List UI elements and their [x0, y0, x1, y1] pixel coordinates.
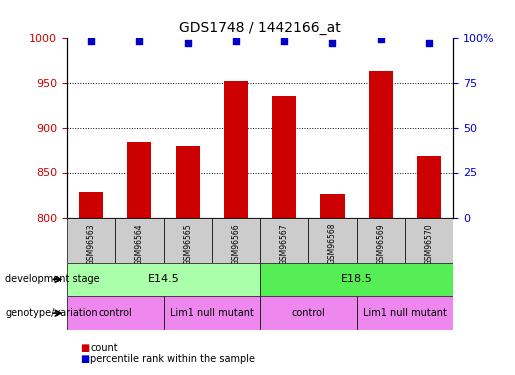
Point	[425, 40, 433, 46]
Text: GSM96564: GSM96564	[135, 223, 144, 264]
FancyBboxPatch shape	[67, 262, 260, 296]
Text: Lim1 null mutant: Lim1 null mutant	[170, 308, 254, 318]
Text: GSM96567: GSM96567	[280, 223, 289, 264]
Bar	[369, 71, 393, 217]
Bar	[320, 194, 345, 217]
Bar	[224, 81, 248, 218]
Bar	[417, 156, 441, 218]
Bar	[79, 192, 103, 217]
Text: ■: ■	[80, 354, 89, 364]
FancyBboxPatch shape	[356, 217, 405, 262]
Text: GSM96563: GSM96563	[87, 223, 96, 264]
Title: GDS1748 / 1442166_at: GDS1748 / 1442166_at	[179, 21, 341, 35]
FancyBboxPatch shape	[308, 217, 356, 262]
Point	[376, 36, 385, 42]
FancyBboxPatch shape	[260, 296, 356, 330]
Point	[232, 38, 240, 44]
Point	[135, 38, 144, 44]
Text: GSM96566: GSM96566	[231, 223, 241, 264]
FancyBboxPatch shape	[163, 296, 260, 330]
Text: Lim1 null mutant: Lim1 null mutant	[363, 308, 447, 318]
Text: control: control	[291, 308, 325, 318]
FancyBboxPatch shape	[212, 217, 260, 262]
Bar	[127, 142, 151, 218]
Text: GSM96569: GSM96569	[376, 223, 385, 264]
FancyBboxPatch shape	[260, 217, 308, 262]
FancyBboxPatch shape	[356, 296, 453, 330]
Text: E14.5: E14.5	[148, 274, 179, 284]
Point	[280, 38, 288, 44]
FancyBboxPatch shape	[260, 262, 453, 296]
Text: GSM96568: GSM96568	[328, 223, 337, 264]
FancyBboxPatch shape	[67, 217, 115, 262]
Text: development stage: development stage	[5, 274, 100, 284]
Text: GSM96570: GSM96570	[424, 223, 434, 264]
Text: genotype/variation: genotype/variation	[5, 308, 98, 318]
Text: count: count	[90, 343, 118, 353]
Text: E18.5: E18.5	[341, 274, 372, 284]
Text: ■: ■	[80, 343, 89, 353]
FancyBboxPatch shape	[115, 217, 163, 262]
FancyBboxPatch shape	[405, 217, 453, 262]
FancyBboxPatch shape	[67, 296, 163, 330]
Point	[329, 40, 337, 46]
Text: percentile rank within the sample: percentile rank within the sample	[90, 354, 255, 364]
Point	[87, 38, 95, 44]
Bar	[176, 146, 200, 218]
Point	[183, 40, 192, 46]
Text: GSM96565: GSM96565	[183, 223, 192, 264]
FancyBboxPatch shape	[163, 217, 212, 262]
Text: control: control	[98, 308, 132, 318]
Bar	[272, 96, 296, 218]
